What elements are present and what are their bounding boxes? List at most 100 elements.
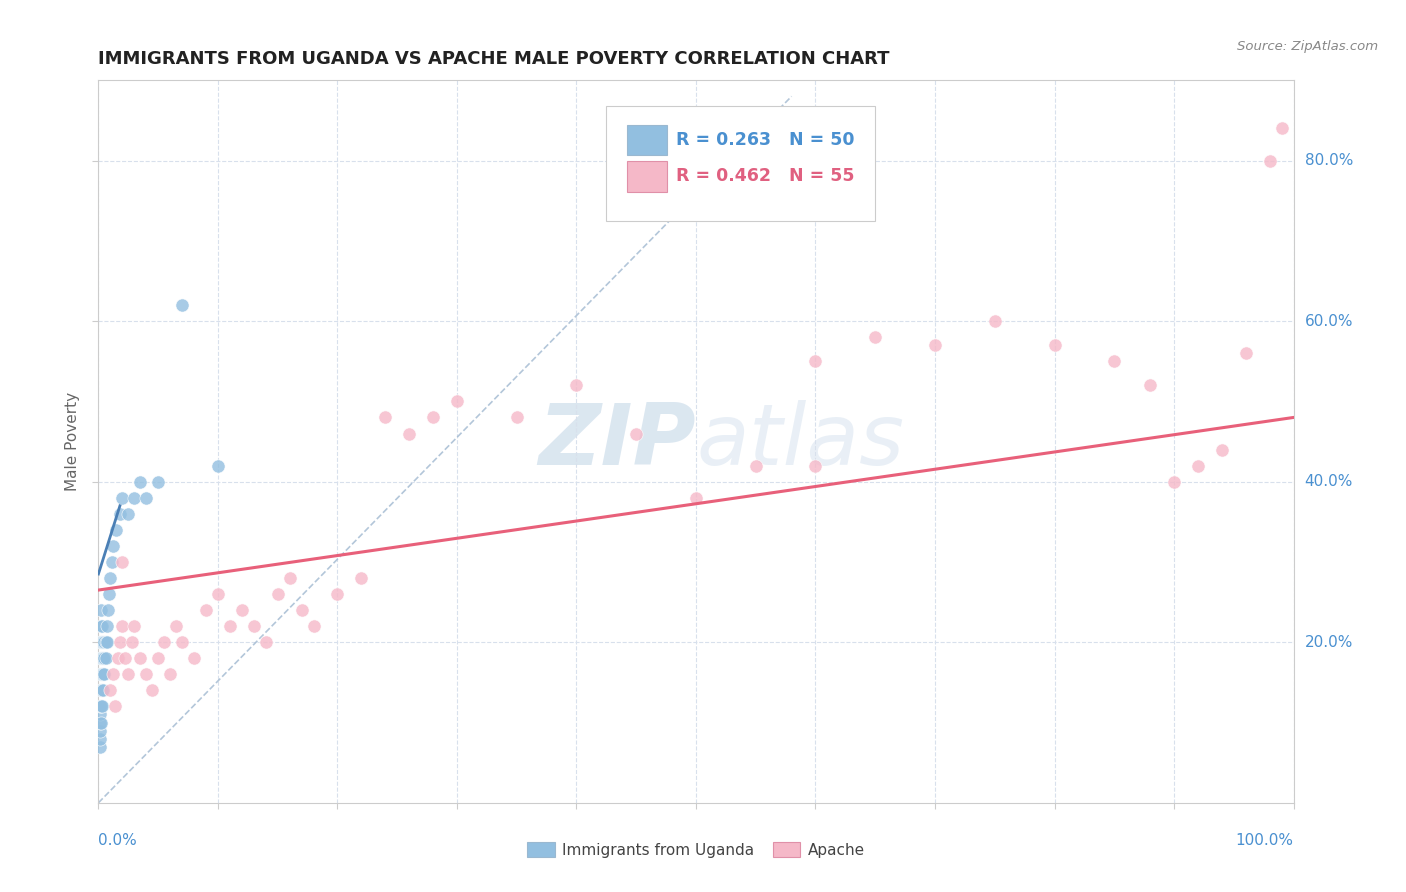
Point: [350, 571, 373, 585]
Point: [91, 699, 114, 714]
Text: 60.0%: 60.0%: [1305, 314, 1353, 328]
Point: [1163, 475, 1185, 489]
Text: R = 0.462   N = 55: R = 0.462 N = 55: [676, 168, 855, 186]
Text: IMMIGRANTS FROM UGANDA VS APACHE MALE POVERTY CORRELATION CHART: IMMIGRANTS FROM UGANDA VS APACHE MALE PO…: [98, 50, 890, 68]
Point: [148, 651, 170, 665]
FancyBboxPatch shape: [606, 105, 875, 221]
Point: [89, 651, 111, 665]
Point: [984, 314, 1007, 328]
Point: [111, 619, 134, 633]
Point: [124, 619, 146, 633]
Point: [89, 667, 111, 681]
Point: [104, 699, 127, 714]
Point: [91, 683, 114, 698]
Point: [804, 458, 827, 473]
Point: [865, 330, 887, 344]
Point: [98, 683, 122, 698]
Point: [91, 619, 114, 633]
Y-axis label: Male Poverty: Male Poverty: [65, 392, 80, 491]
Point: [90, 619, 112, 633]
Point: [89, 707, 111, 722]
Point: [129, 475, 152, 489]
Point: [94, 651, 117, 665]
Point: [135, 667, 157, 681]
Point: [422, 410, 444, 425]
Point: [924, 338, 946, 352]
Point: [231, 603, 253, 617]
Point: [1234, 346, 1257, 360]
Point: [117, 507, 139, 521]
Point: [96, 635, 118, 649]
FancyBboxPatch shape: [627, 161, 668, 192]
Point: [745, 458, 768, 473]
Point: [1258, 153, 1281, 168]
Point: [374, 410, 396, 425]
FancyBboxPatch shape: [627, 125, 668, 155]
Point: [506, 410, 529, 425]
Point: [89, 739, 111, 754]
Point: [135, 491, 157, 505]
Point: [804, 354, 827, 368]
Point: [101, 539, 124, 553]
Point: [96, 619, 118, 633]
Point: [91, 651, 114, 665]
Point: [219, 619, 242, 633]
Point: [1187, 458, 1209, 473]
Point: [90, 683, 112, 698]
Point: [90, 603, 112, 617]
Point: [1104, 354, 1126, 368]
Point: [93, 635, 115, 649]
Point: [565, 378, 588, 392]
Point: [91, 667, 114, 681]
Point: [89, 731, 111, 746]
Point: [685, 491, 707, 505]
Point: [89, 715, 111, 730]
Point: [91, 667, 114, 681]
Point: [98, 571, 122, 585]
Point: [89, 635, 111, 649]
Point: [111, 555, 134, 569]
Point: [90, 699, 112, 714]
Point: [446, 394, 468, 409]
Point: [195, 603, 218, 617]
Point: [89, 723, 111, 738]
Point: [172, 635, 194, 649]
Point: [121, 635, 143, 649]
Legend: Immigrants from Uganda, Apache: Immigrants from Uganda, Apache: [522, 836, 870, 863]
Point: [278, 571, 301, 585]
Point: [105, 523, 128, 537]
Point: [90, 651, 112, 665]
Point: [91, 683, 114, 698]
Point: [108, 507, 131, 521]
Point: [207, 587, 229, 601]
Point: [90, 667, 112, 681]
Point: [207, 458, 229, 473]
Point: [267, 587, 290, 601]
Point: [1043, 338, 1066, 352]
Point: [114, 651, 136, 665]
Point: [148, 475, 170, 489]
Text: 0.0%: 0.0%: [98, 833, 138, 848]
Point: [398, 426, 420, 441]
Point: [90, 635, 112, 649]
Text: atlas: atlas: [696, 400, 904, 483]
Point: [183, 651, 205, 665]
Point: [153, 635, 176, 649]
Point: [91, 635, 114, 649]
Point: [97, 603, 120, 617]
Text: 40.0%: 40.0%: [1305, 475, 1353, 489]
Point: [91, 635, 114, 649]
Text: 20.0%: 20.0%: [1305, 635, 1353, 649]
Point: [100, 555, 122, 569]
Point: [107, 651, 129, 665]
Point: [1139, 378, 1161, 392]
Point: [111, 491, 134, 505]
Text: ZIP: ZIP: [538, 400, 696, 483]
Point: [291, 603, 314, 617]
Point: [90, 715, 112, 730]
Point: [94, 635, 117, 649]
Point: [101, 667, 124, 681]
Point: [129, 651, 152, 665]
Point: [1271, 121, 1294, 136]
Point: [108, 635, 131, 649]
